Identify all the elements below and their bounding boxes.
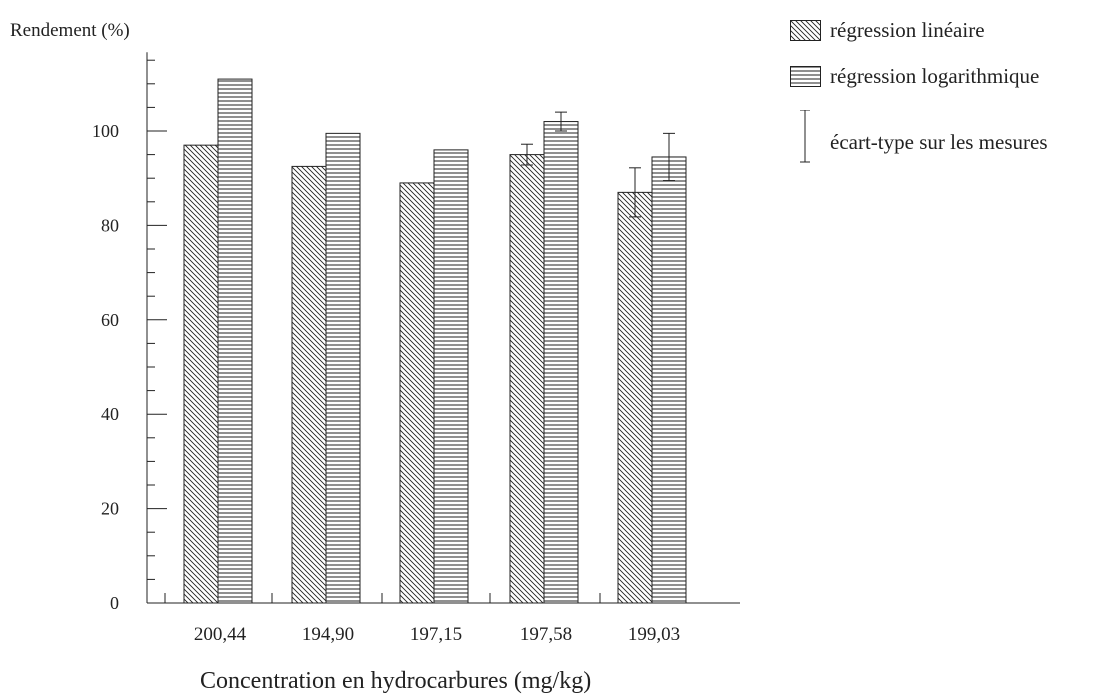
- x-tick-label: 199,03: [628, 624, 680, 645]
- bar-log-regression: [433, 149, 469, 604]
- bar-log-regression: [217, 78, 253, 604]
- bar-log-regression: [325, 132, 361, 604]
- bar-linear-regression: [399, 182, 435, 604]
- legend-swatch-horizontal: [790, 66, 821, 87]
- bar-linear-regression: [509, 154, 545, 604]
- y-tick-label: 80: [101, 215, 119, 235]
- x-tick-label: 197,15: [410, 624, 462, 645]
- bar-log-regression: [651, 156, 687, 604]
- error-bar-icon: [800, 110, 810, 163]
- bar-linear-regression: [617, 191, 653, 604]
- legend-swatch-diagonal: [790, 20, 821, 41]
- y-tick-label: 40: [101, 404, 119, 424]
- y-tick-label: 0: [110, 593, 119, 613]
- x-tick-label: 197,58: [520, 624, 572, 645]
- x-tick-label: 194,90: [302, 624, 354, 645]
- x-axis-label: Concentration en hydrocarbures (mg/kg): [200, 668, 592, 694]
- bar-linear-regression: [183, 144, 219, 604]
- y-tick-label: 100: [92, 121, 119, 141]
- y-axis-label: Rendement (%): [10, 20, 130, 41]
- legend-label-errorbar: écart-type sur les mesures: [830, 130, 1048, 154]
- y-tick-label: 20: [101, 499, 119, 519]
- bar-log-regression: [543, 121, 579, 604]
- legend-label-log: régression logarithmique: [830, 64, 1040, 88]
- x-tick-label: 200,44: [194, 624, 247, 645]
- bar-linear-regression: [291, 165, 327, 604]
- y-tick-label: 60: [101, 310, 119, 330]
- legend-label-linear: régression linéaire: [830, 18, 985, 42]
